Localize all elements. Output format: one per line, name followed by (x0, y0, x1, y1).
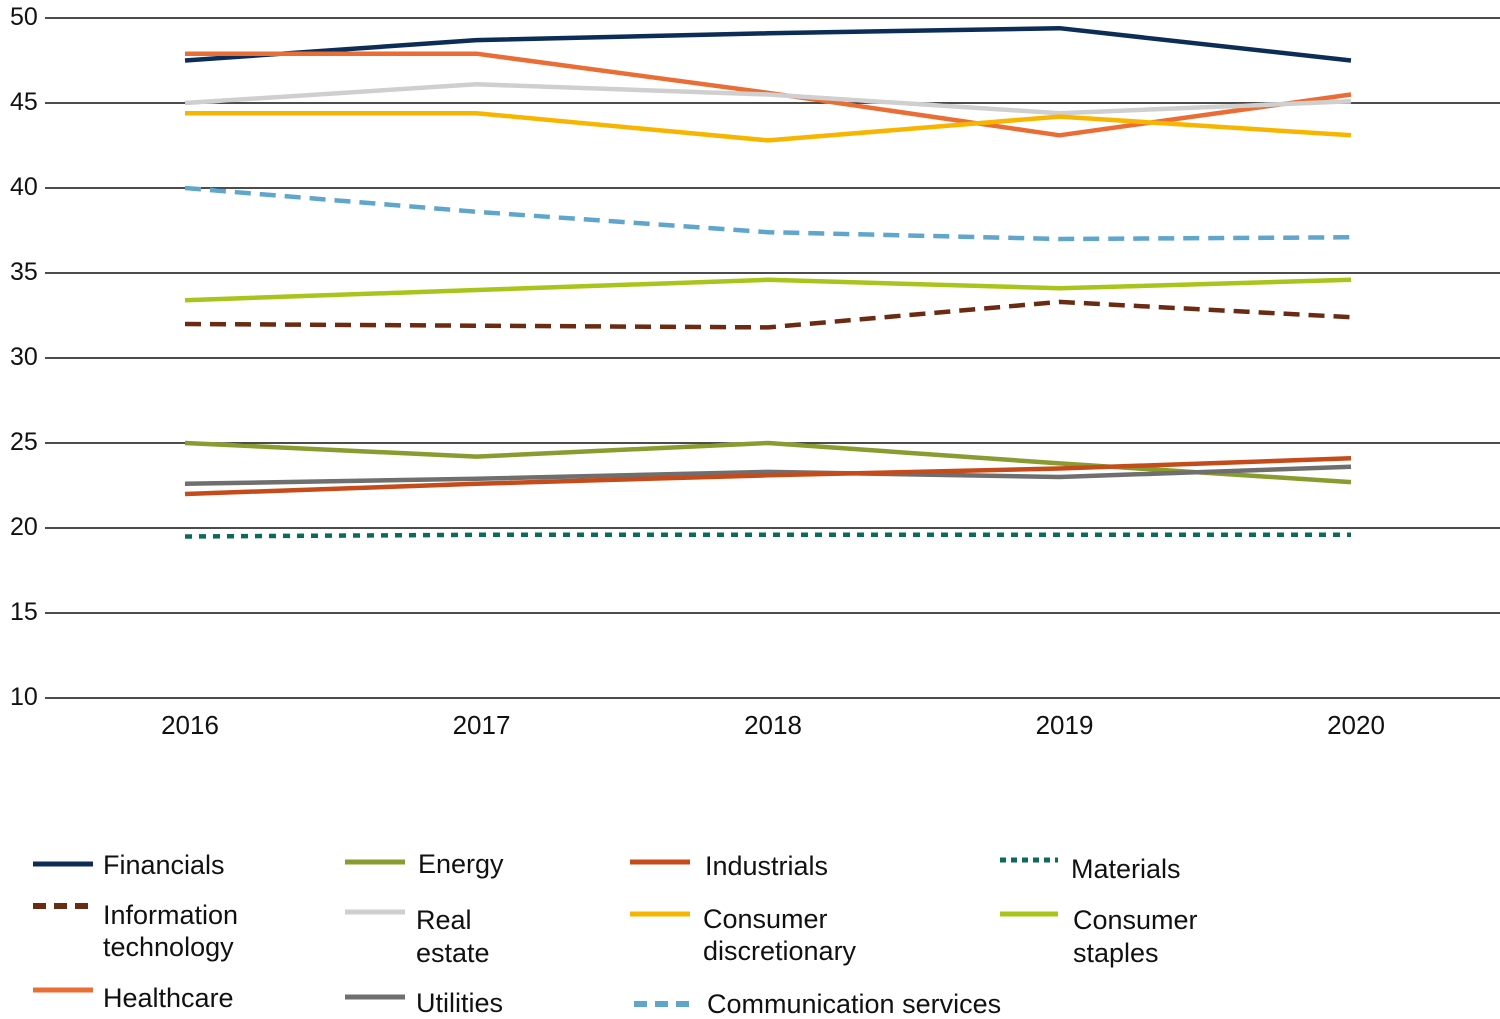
y-tick-label-35: 35 (10, 258, 38, 286)
legend-label-materials: Materials (1071, 854, 1181, 884)
x-tick-label-2016: 2016 (161, 710, 219, 740)
y-tick-label-10: 10 (10, 683, 38, 711)
legend-swatch-energy (345, 859, 405, 865)
series-line-industrials (184, 456, 1352, 497)
legend-label-financials: Financials (103, 850, 225, 880)
series-line-energy (184, 440, 1352, 485)
series-line-financials (184, 25, 1352, 63)
legend-label-healthcare: Healthcare (103, 983, 234, 1013)
legend-swatch-materials (1000, 857, 1058, 863)
legend-label-communication-services: Communication services (707, 989, 1002, 1019)
legend-swatch-healthcare (33, 987, 93, 993)
x-axis-tick-labels: 2016 2017 2018 2019 2020 (161, 710, 1385, 740)
y-tick-label-20: 20 (10, 513, 38, 541)
legend-swatch-industrials (630, 859, 690, 865)
line-chart: 10 15 20 25 30 35 40 45 50 2016 2017 2018 2019 2020 (10, 3, 1500, 740)
y-tick-label-45: 45 (10, 88, 38, 116)
gridlines (45, 17, 1500, 699)
y-tick-label-15: 15 (10, 598, 38, 626)
x-tick-label-2020: 2020 (1327, 710, 1385, 740)
y-axis-tick-labels: 10 15 20 25 30 35 40 45 50 (10, 3, 38, 711)
legend-label-energy: Energy (418, 849, 504, 879)
series-line-real-estate (184, 82, 1352, 116)
series-lines (184, 25, 1352, 539)
series-line-consumer-staples (184, 277, 1352, 303)
legend-label-information-technology: Information technology (103, 900, 239, 962)
y-tick-label-50: 50 (10, 3, 38, 31)
x-tick-label-2017: 2017 (453, 710, 511, 740)
legend-swatch-information-technology (33, 903, 93, 909)
legend-label-utilities: Utilities (416, 988, 504, 1018)
x-tick-label-2018: 2018 (744, 710, 802, 740)
series-line-information-technology (184, 299, 1352, 330)
legend-swatch-consumer-staples (1000, 911, 1058, 917)
legend-label-real-estate: Real estate (416, 905, 490, 968)
y-tick-label-40: 40 (10, 173, 38, 201)
x-tick-label-2019: 2019 (1036, 710, 1094, 740)
y-tick-label-30: 30 (10, 343, 38, 371)
series-line-communication-services (184, 185, 1352, 242)
legend-label-consumer-staples: Consumer staples (1073, 905, 1198, 968)
legend-swatch-communication-services (634, 1001, 690, 1007)
y-tick-label-25: 25 (10, 428, 38, 456)
series-line-materials (184, 532, 1351, 539)
legend-swatch-utilities (345, 994, 405, 1000)
legend-swatch-real-estate (345, 909, 405, 915)
legend-label-industrials: Industrials (705, 851, 829, 881)
series-line-utilities (184, 464, 1352, 487)
legend-swatch-consumer-discretionary (630, 911, 690, 917)
legend-swatch-financials (33, 861, 93, 867)
series-line-consumer-discretionary (185, 110, 1352, 143)
legend-label-consumer-discretionary: Consumer discretionary (703, 904, 857, 966)
